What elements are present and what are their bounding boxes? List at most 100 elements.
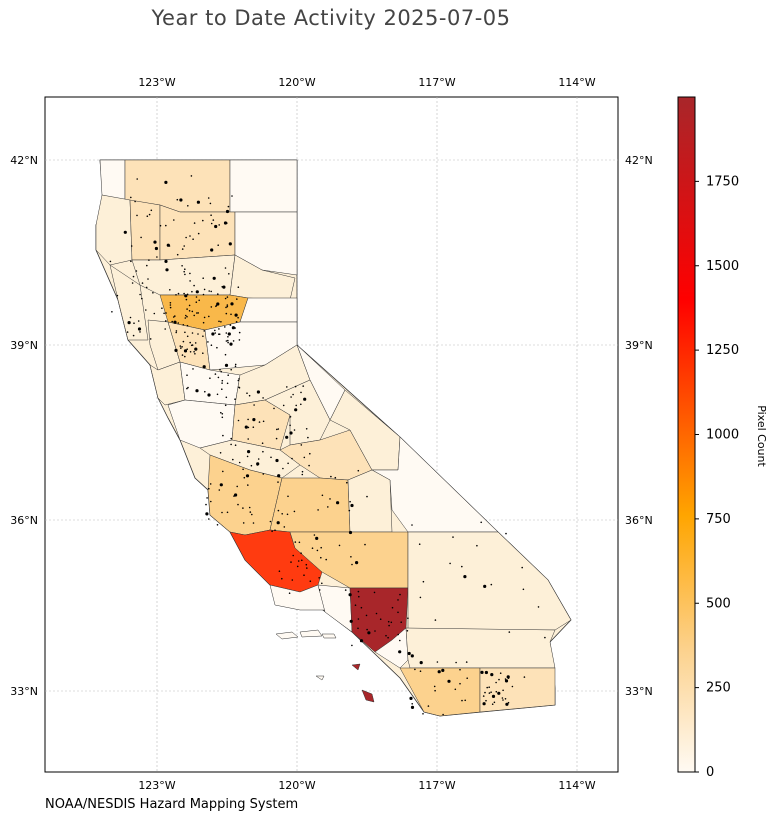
fire-detection-point xyxy=(246,455,249,458)
colorbar-tick-label: 0 xyxy=(706,765,714,780)
fire-detection-point xyxy=(300,444,303,446)
lat-label-36-right: 36°N xyxy=(625,514,653,527)
fire-detection-point xyxy=(232,458,234,461)
fire-detection-point xyxy=(291,579,294,581)
fire-detection-point xyxy=(129,316,132,319)
fire-detection-point xyxy=(277,428,280,430)
fire-detection-point xyxy=(175,331,177,334)
lon-label-114-bottom: 114°W xyxy=(558,779,595,792)
county-trinity xyxy=(129,199,161,261)
fire-detection-point xyxy=(350,556,352,558)
fire-detection-point xyxy=(230,437,232,440)
fire-detection-point xyxy=(184,273,186,276)
fire-detection-point xyxy=(224,353,227,356)
fire-detection-point xyxy=(286,513,289,516)
fire-detection-point xyxy=(357,469,360,472)
fire-detection-point xyxy=(407,617,409,619)
fire-detection-point xyxy=(180,347,182,349)
fire-detection-point xyxy=(224,404,227,407)
fire-detection-point xyxy=(364,543,366,546)
fire-detection-point xyxy=(137,327,142,331)
fire-detection-point xyxy=(256,390,260,394)
fire-detection-point xyxy=(202,219,204,222)
fire-detection-point xyxy=(349,619,353,623)
lat-labels-right: 42°N 39°N 36°N 33°N xyxy=(625,154,653,698)
fire-detection-point xyxy=(350,503,354,508)
fire-detection-point xyxy=(227,341,229,344)
fire-detection-point xyxy=(150,209,153,212)
fire-detection-point xyxy=(437,670,441,674)
fire-detection-point xyxy=(397,611,399,614)
fire-detection-point xyxy=(303,397,307,401)
fire-detection-point xyxy=(234,363,237,366)
fire-detection-point xyxy=(148,213,151,216)
fire-detection-point xyxy=(234,365,237,368)
fire-detection-point xyxy=(252,522,255,524)
fire-detection-point xyxy=(508,631,511,633)
fire-detection-point xyxy=(221,388,223,391)
lat-label-36: 36°N xyxy=(10,514,38,527)
fire-detection-point xyxy=(449,562,451,565)
fire-detection-point xyxy=(298,541,301,544)
fire-detection-point xyxy=(191,332,194,334)
colorbar-tick-label: 1750 xyxy=(706,174,739,189)
fire-detection-point xyxy=(281,513,284,515)
fire-detection-point xyxy=(434,689,436,692)
lat-label-42: 42°N xyxy=(10,154,38,167)
fire-detection-point xyxy=(482,695,485,697)
fire-detection-point xyxy=(282,467,284,470)
fire-detection-point xyxy=(318,589,321,591)
fire-detection-point xyxy=(159,224,162,227)
fire-detection-point xyxy=(147,278,149,280)
fire-detection-point xyxy=(387,636,389,639)
fire-detection-point xyxy=(247,450,251,454)
fire-detection-point xyxy=(488,692,491,694)
fire-detection-point xyxy=(294,408,298,412)
fire-detection-point xyxy=(181,354,184,356)
fire-detection-point xyxy=(375,612,378,615)
fire-detection-point xyxy=(227,339,229,342)
fire-detection-point xyxy=(208,487,210,490)
fire-detection-point xyxy=(283,526,286,528)
fire-detection-point xyxy=(141,297,143,300)
colorbar-tick-label: 1500 xyxy=(706,259,739,274)
fire-detection-point xyxy=(153,312,156,315)
fire-detection-point xyxy=(281,577,283,580)
fire-detection-point xyxy=(348,509,351,512)
fire-detection-point xyxy=(234,313,238,317)
fire-detection-point xyxy=(221,286,223,288)
fire-detection-point xyxy=(194,347,198,351)
fire-detection-point xyxy=(258,421,261,423)
fire-detection-point xyxy=(411,703,414,705)
fire-detection-point xyxy=(221,416,224,419)
fire-detection-point xyxy=(183,270,185,273)
county-del-norte xyxy=(99,159,126,201)
fire-detection-point xyxy=(218,333,220,336)
fire-detection-point xyxy=(455,661,457,664)
fire-detection-point xyxy=(169,302,172,304)
fire-detection-point xyxy=(285,435,289,439)
fire-detection-point xyxy=(366,628,368,631)
fire-detection-point xyxy=(307,436,309,439)
fire-detection-point xyxy=(427,705,430,707)
fire-detection-point xyxy=(229,324,232,326)
fire-detection-point xyxy=(287,495,289,498)
fire-detection-point xyxy=(262,420,265,423)
fire-detection-point xyxy=(220,411,222,414)
fire-detection-point xyxy=(136,178,138,180)
colorbar-tick-label: 250 xyxy=(706,681,731,696)
fire-detection-point xyxy=(189,272,191,275)
county-riverside xyxy=(405,627,556,669)
fire-detection-point xyxy=(184,268,186,271)
fire-detection-point xyxy=(165,224,167,227)
fire-detection-point xyxy=(189,341,191,344)
fire-detection-point xyxy=(502,699,504,701)
fire-detection-point xyxy=(262,473,265,475)
fire-detection-point xyxy=(189,235,191,237)
fire-detection-point xyxy=(205,512,209,516)
fire-detection-point xyxy=(490,583,493,586)
fire-detection-point xyxy=(399,593,401,596)
fire-detection-point xyxy=(237,419,240,422)
fire-detection-point xyxy=(225,340,228,342)
fire-detection-point xyxy=(203,288,206,291)
